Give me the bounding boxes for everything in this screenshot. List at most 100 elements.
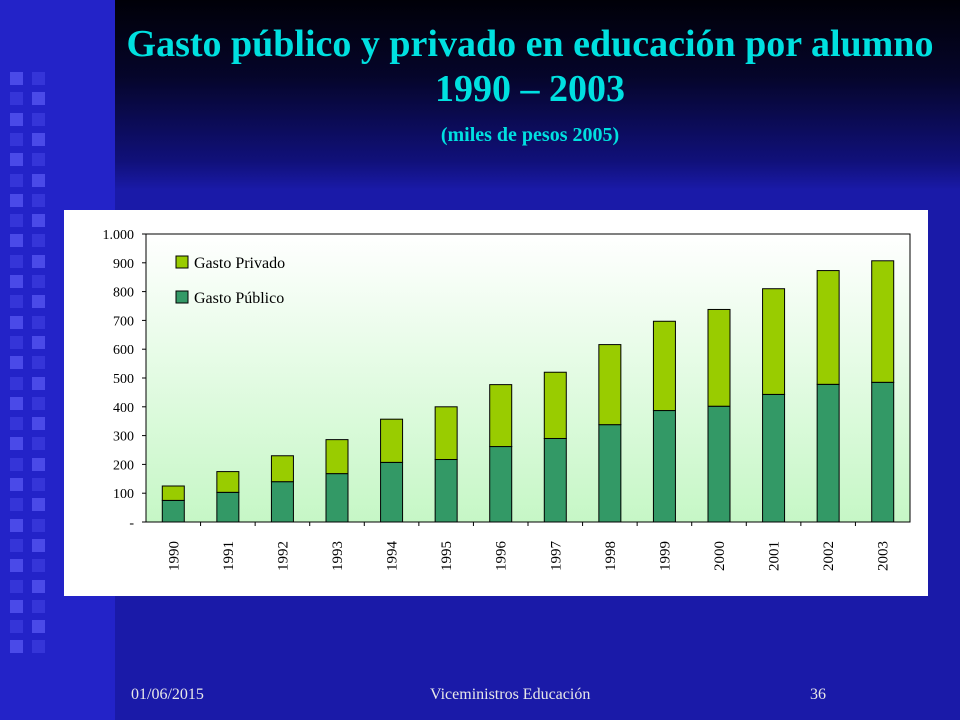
- bar-gasto-privado: [762, 288, 786, 395]
- stacked-bar-chart: - 100 200 300 400 500 600 700 800 900 1.000 1990 199…: [103, 228, 911, 572]
- bar-gasto-privado: [380, 418, 404, 463]
- decorative-square: [32, 518, 45, 532]
- decorative-square: [32, 112, 45, 126]
- bar-gasto-publico: [816, 383, 840, 523]
- decorative-square: [10, 153, 23, 167]
- decorative-square: [10, 335, 23, 349]
- decorative-square: [10, 559, 23, 573]
- decorative-square: [32, 356, 45, 370]
- bar-gasto-privado: [652, 320, 676, 412]
- decorative-square: [32, 295, 45, 309]
- bar-gasto-privado: [543, 371, 567, 439]
- x-tick-label: 1998: [603, 541, 619, 571]
- footer-title: Viceministros Educación: [430, 686, 591, 703]
- decorative-square: [32, 92, 45, 106]
- decorative-square: [32, 559, 45, 573]
- decorative-square: [10, 640, 23, 654]
- bar-gasto-publico: [434, 459, 458, 523]
- decorative-squares: [0, 0, 115, 720]
- decorative-square: [10, 112, 23, 126]
- decorative-square: [32, 620, 45, 634]
- bar-gasto-publico: [325, 473, 349, 523]
- decorative-square: [32, 579, 45, 593]
- decorative-square: [10, 295, 23, 309]
- bar-gasto-publico: [707, 405, 731, 523]
- decorative-square: [10, 72, 23, 85]
- bar-gasto-privado: [707, 308, 731, 407]
- bar-gasto-publico: [216, 491, 240, 523]
- decorative-square: [32, 72, 45, 85]
- slide-title: Gasto público y privado en educación por…: [126, 23, 934, 110]
- bar-gasto-publico: [871, 381, 895, 523]
- legend-swatch: [175, 290, 189, 304]
- y-tick-label: 300: [113, 430, 134, 445]
- bar-gasto-publico: [598, 424, 622, 523]
- decorative-square: [32, 335, 45, 349]
- bar-gasto-privado: [816, 270, 840, 385]
- bar-gasto-privado: [216, 471, 240, 493]
- y-tick-label: 600: [113, 343, 134, 358]
- legend-swatch: [175, 255, 189, 269]
- y-tick-label: 100: [113, 487, 134, 502]
- decorative-square: [10, 518, 23, 532]
- decorative-square: [32, 153, 45, 167]
- bar-gasto-privado: [434, 406, 458, 461]
- decorative-square: [10, 498, 23, 512]
- bar-gasto-privado: [161, 485, 185, 501]
- bar-gasto-publico: [380, 461, 404, 523]
- y-tick-label: 200: [113, 458, 134, 473]
- x-tick-label: 2003: [876, 541, 892, 571]
- x-tick-label: 1991: [221, 541, 237, 571]
- decorative-square: [10, 92, 23, 106]
- bar-gasto-publico: [762, 393, 786, 523]
- footer-date: 01/06/2015: [131, 686, 204, 703]
- decorative-square: [32, 254, 45, 268]
- slide-top-band: [115, 0, 960, 190]
- bar-gasto-privado: [489, 384, 513, 448]
- plot-area: [145, 233, 911, 523]
- decorative-square: [32, 275, 45, 288]
- y-tick-label: 900: [113, 257, 134, 272]
- decorative-square: [10, 214, 23, 228]
- x-tick-label: 1994: [385, 541, 401, 572]
- decorative-square: [10, 275, 23, 288]
- bar-gasto-publico: [543, 437, 567, 523]
- bar-gasto-privado: [871, 260, 895, 383]
- x-tick-label: 2000: [712, 541, 728, 571]
- bar-gasto-publico: [270, 481, 294, 523]
- decorative-square: [32, 315, 45, 329]
- decorative-square: [10, 173, 23, 187]
- decorative-square: [32, 173, 45, 187]
- chart-container: - 100 200 300 400 500 600 700 800 900 1.000 1990 199…: [64, 210, 928, 596]
- decorative-square: [32, 437, 45, 451]
- decorative-square: [10, 437, 23, 451]
- decorative-square: [10, 376, 23, 390]
- decorative-square: [32, 396, 45, 410]
- x-tick-label: 1992: [275, 541, 291, 571]
- decorative-square: [32, 417, 45, 431]
- x-tick-label: 1990: [166, 541, 182, 571]
- bar-gasto-privado: [270, 455, 294, 483]
- y-tick-label: 1.000: [103, 228, 135, 243]
- bar-gasto-privado: [325, 439, 349, 475]
- decorative-square: [10, 315, 23, 329]
- decorative-square: [10, 356, 23, 370]
- x-tick-label: 1999: [657, 541, 673, 571]
- decorative-square: [10, 234, 23, 248]
- decorative-square: [32, 376, 45, 390]
- decorative-square: [10, 579, 23, 593]
- decorative-square: [32, 132, 45, 146]
- decorative-square: [10, 457, 23, 471]
- decorative-square: [32, 457, 45, 471]
- bar-gasto-publico: [652, 410, 676, 523]
- bar-gasto-publico: [161, 499, 185, 523]
- decorative-square: [32, 478, 45, 491]
- y-tick-label: 400: [113, 401, 134, 416]
- y-tick-label: 800: [113, 286, 134, 301]
- x-tick-label: 1995: [439, 541, 455, 571]
- decorative-square: [32, 640, 45, 654]
- x-tick-label: 2001: [767, 541, 783, 571]
- decorative-square: [10, 193, 23, 207]
- legend-label: Gasto Privado: [194, 255, 285, 272]
- bar-gasto-publico: [489, 446, 513, 523]
